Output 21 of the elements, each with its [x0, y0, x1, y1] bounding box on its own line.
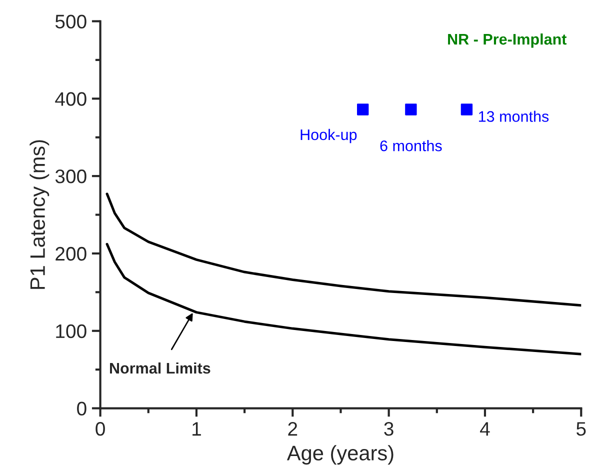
x-axis-title: Age (years)	[286, 445, 394, 465]
line-series	[106, 242, 582, 356]
x-tick-label: 1	[192, 422, 201, 436]
y-axis-title: P1 Latency (ms)	[30, 140, 50, 289]
annotation: Normal Limits	[110, 362, 210, 374]
x-tick-label: 5	[576, 422, 586, 436]
y-tick-label: 0	[77, 402, 86, 416]
y-tick-label: 500	[55, 14, 86, 28]
annotation: 6 months	[380, 140, 442, 152]
x-tick-label: 0	[96, 422, 105, 436]
y-tick-label: 400	[55, 92, 86, 106]
annotation: Hook-up	[300, 128, 357, 144]
x-tick-label: 3	[384, 422, 394, 436]
x-tick-label: 4	[480, 422, 490, 436]
text: NR - Pre-Implant	[448, 33, 567, 48]
line-series	[106, 192, 582, 307]
y-tick-label: 100	[56, 324, 86, 338]
y-tick-label: 300	[55, 170, 86, 184]
y-tick-label: 200	[56, 246, 86, 261]
x-tick-label: 2	[288, 422, 298, 436]
annotation: 13 months	[478, 110, 549, 122]
